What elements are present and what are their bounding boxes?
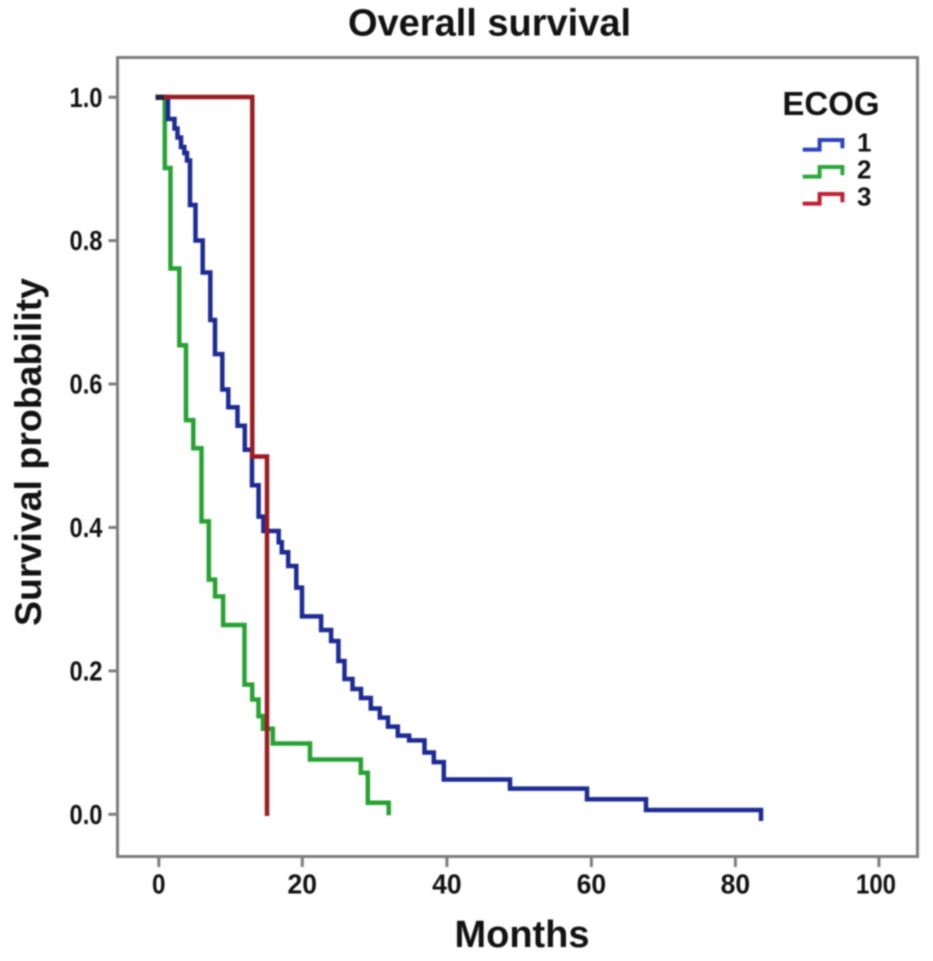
svg-text:Survival probability: Survival probability	[7, 278, 49, 626]
svg-text:Months: Months	[454, 914, 589, 956]
svg-text:0.4: 0.4	[70, 512, 103, 543]
svg-text:1: 1	[857, 128, 871, 158]
svg-text:2: 2	[857, 155, 871, 185]
svg-text:0: 0	[152, 869, 166, 900]
svg-text:0.0: 0.0	[70, 799, 103, 830]
svg-text:100: 100	[856, 869, 896, 900]
svg-text:20: 20	[288, 869, 318, 900]
svg-text:Overall survival: Overall survival	[348, 3, 631, 45]
svg-text:1.0: 1.0	[70, 82, 103, 113]
svg-text:0.2: 0.2	[70, 656, 103, 687]
svg-text:80: 80	[721, 869, 751, 900]
svg-text:0.8: 0.8	[70, 225, 103, 256]
svg-text:40: 40	[432, 869, 462, 900]
svg-text:60: 60	[577, 869, 607, 900]
svg-text:ECOG: ECOG	[782, 85, 879, 122]
svg-text:0.6: 0.6	[70, 369, 103, 400]
svg-text:3: 3	[857, 182, 871, 212]
